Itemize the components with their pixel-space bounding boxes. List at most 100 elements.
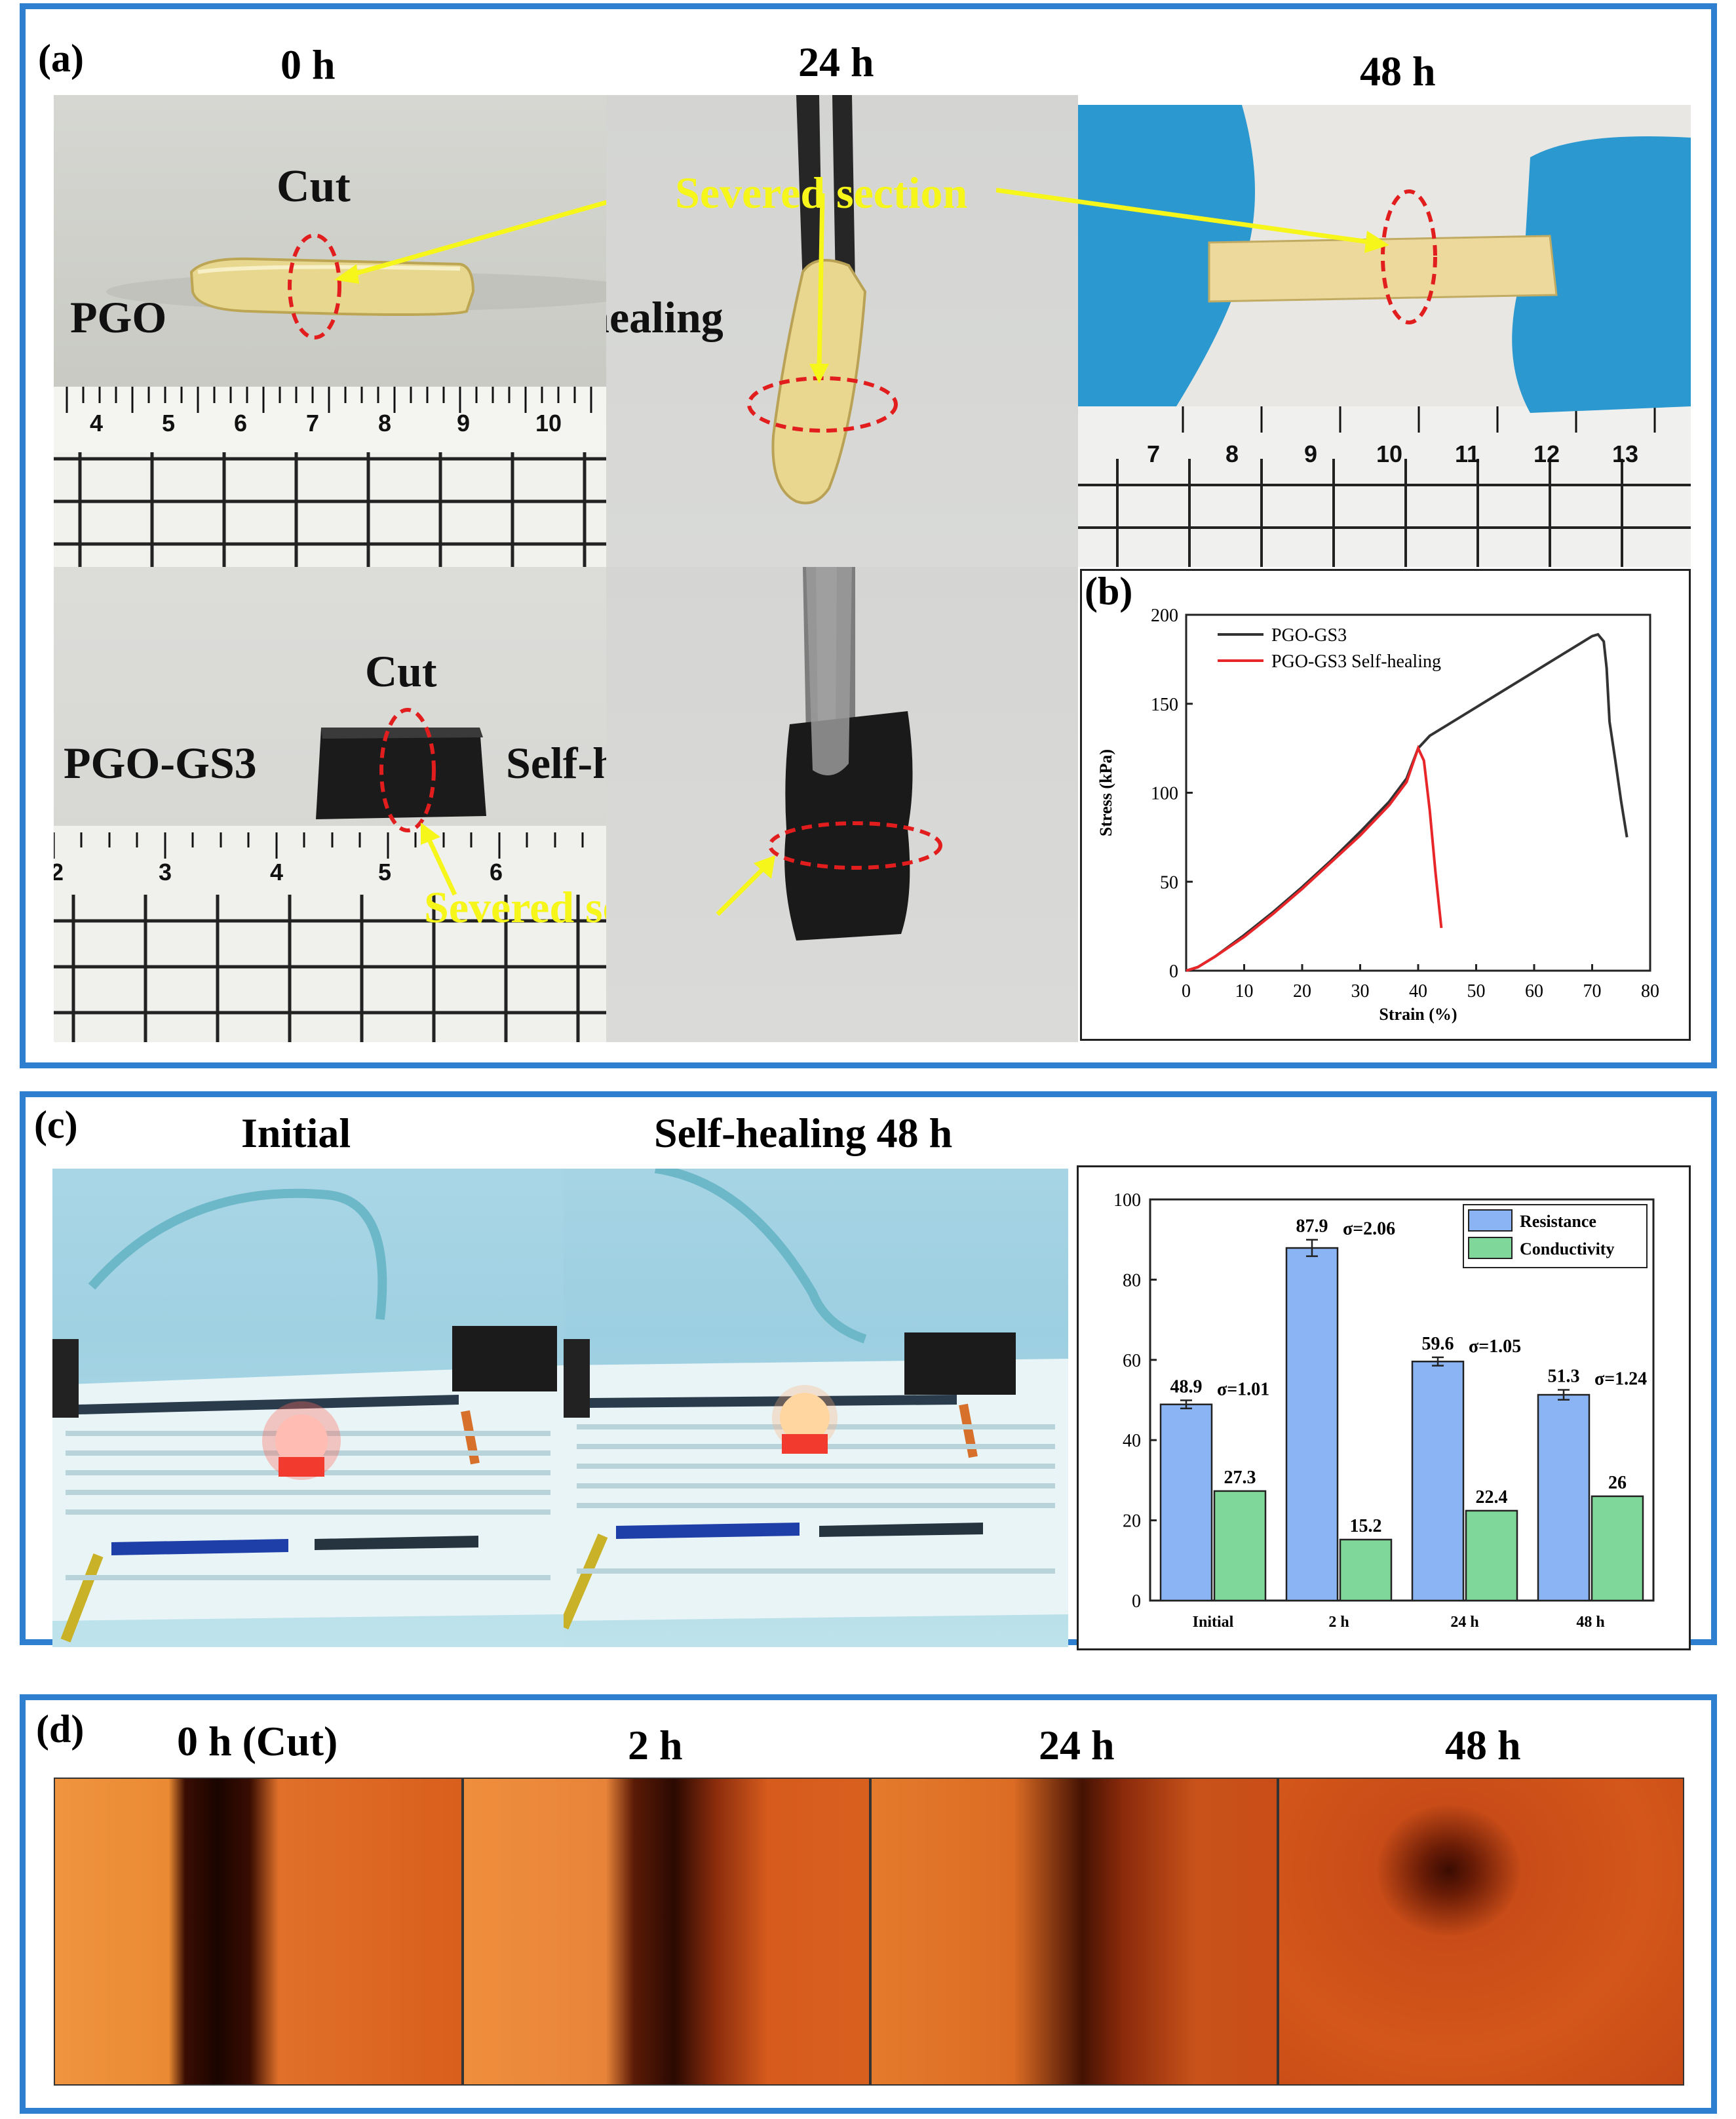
photo-led-initial <box>52 1169 564 1647</box>
probe-clip-48h <box>904 1332 1016 1395</box>
arrow-line-gs3-24h <box>716 866 765 916</box>
ruler-ticks-48h <box>1182 406 1656 433</box>
conductivity-value-label: 27.3 <box>1224 1468 1256 1488</box>
selfheal48-title: Self-healing 48 h <box>654 1110 953 1156</box>
y-tick-label: 40 <box>1123 1431 1141 1451</box>
severed-label-bottom: Severed section <box>424 882 606 932</box>
time-label-0h: 0 h <box>280 41 336 88</box>
category-label: 24 h <box>1450 1614 1478 1631</box>
glove-right <box>1512 136 1691 413</box>
bar-plot-frame <box>1149 1198 1655 1602</box>
y-tick-label: 20 <box>1123 1511 1141 1532</box>
grid-paper-gs3 <box>54 895 606 1042</box>
legend-label: PGO-GS3 Self-healing <box>1271 651 1441 672</box>
cut-label-top: Cut <box>277 161 351 212</box>
micrograph-2h <box>463 1778 870 2086</box>
ruler-ticks-gs3 <box>54 832 584 859</box>
chart-c-bars: 48.9 σ=1.01 27.3 87.9 σ=2.06 15.2 59.6 σ=1.05 22… <box>1159 1216 1647 1602</box>
x-tick-label: 70 <box>1583 981 1602 1001</box>
photo-led-48h <box>564 1169 1068 1647</box>
x-tick-label: 60 <box>1525 981 1543 1001</box>
severed-marker-ellipse-48h <box>1381 189 1437 324</box>
chart-b-series <box>1186 632 1629 972</box>
bar-conductivity <box>1591 1495 1644 1602</box>
bar-conductivity <box>1339 1538 1393 1602</box>
bar-resistance <box>1159 1403 1213 1602</box>
cut-label-bottom: Cut <box>365 646 437 696</box>
photo-pgo-48h-drawing <box>1078 105 1691 567</box>
photo-pgo-24h-drawing <box>747 95 898 505</box>
x-tick-label: 0 <box>1182 981 1191 1001</box>
pgo-label: PGO <box>70 292 167 342</box>
sigma-label: σ=1.05 <box>1469 1336 1521 1357</box>
photo-led-48h-drawing <box>564 1169 1068 1630</box>
photo-pgogs3-24h <box>606 567 1078 1042</box>
sigma-label: σ=1.24 <box>1594 1369 1647 1389</box>
photo-pgo-24h: Severed section Self-healing <box>606 95 1078 567</box>
legend-label: PGO-GS3 <box>1271 625 1347 646</box>
photo-pgo-0h-drawing <box>54 200 606 567</box>
bar-conductivity <box>1465 1509 1518 1602</box>
panel-a-label: (a) <box>38 37 84 80</box>
y-tick-label: 100 <box>1113 1190 1141 1211</box>
severed-marker-ellipse-gs3-24h <box>768 821 942 870</box>
panel-c-label: (c) <box>34 1103 78 1146</box>
time-label-48h: 48 h <box>1360 48 1436 94</box>
jumper-blue-48h <box>616 1523 800 1539</box>
tweezer-left <box>796 95 822 285</box>
selfheal-label-bottom: Self-healing <box>506 738 606 788</box>
chart-c-axes: 0 20 40 60 80 100 Initial 2 h 24 h 48 h <box>1113 1190 1655 1631</box>
pgo-sample <box>189 257 475 316</box>
photo-pgogs3-24h-drawing <box>716 567 942 941</box>
panel-d-label: (d) <box>36 1707 85 1751</box>
arrow-line-24h <box>817 193 825 370</box>
led-lit-48h <box>780 1393 830 1443</box>
wire-48h <box>655 1169 867 1344</box>
category-label: Initial <box>1193 1614 1234 1631</box>
series-line-pgo-gs3-self-healing <box>1186 745 1443 972</box>
y-tick-label: 0 <box>1169 962 1178 982</box>
micrograph-0h <box>54 1778 463 2086</box>
series-line-pgo-gs3 <box>1186 632 1629 972</box>
cut-marker-ellipse-gs3 <box>379 708 436 832</box>
x-tick-label: 30 <box>1351 981 1370 1001</box>
jumper-blue <box>111 1539 288 1555</box>
x-tick-label: 80 <box>1641 981 1659 1001</box>
conductivity-value-label: 22.4 <box>1476 1487 1508 1507</box>
resistance-value-label: 87.9 <box>1296 1216 1328 1236</box>
photo-pgo-48h: 7 8 9 10 11 12 13 <box>1078 105 1691 567</box>
legend-label: Conductivity <box>1520 1239 1614 1258</box>
wire <box>88 1188 387 1320</box>
micro-time-0: 0 h (Cut) <box>177 1718 338 1764</box>
x-tick-label: 40 <box>1409 981 1427 1001</box>
micrograph-24h <box>870 1778 1278 2086</box>
glove-left <box>1078 105 1255 406</box>
grid-paper-48h <box>1078 459 1691 567</box>
x-tick-label: 50 <box>1467 981 1486 1001</box>
photo-pgogs3-0h-drawing <box>54 708 606 1042</box>
y-tick-label: 100 <box>1151 784 1178 804</box>
bar-conductivity <box>1213 1490 1267 1602</box>
legend-swatch <box>1468 1237 1513 1259</box>
photo-led-initial-drawing <box>52 1188 564 1643</box>
cut-marker-ellipse <box>288 233 341 340</box>
resistance-value-label: 51.3 <box>1548 1366 1580 1386</box>
led-lit <box>275 1414 328 1467</box>
y-tick-label: 50 <box>1160 872 1178 893</box>
time-label-24h: 24 h <box>798 39 874 85</box>
y-tick-label: 60 <box>1123 1351 1141 1371</box>
chart-b-axes: 0 10 20 30 40 50 60 70 80 0 50 100 150 200 Strain (%) S… <box>1096 606 1659 1024</box>
bar-resistance <box>1285 1247 1339 1602</box>
micro-time-2: 24 h <box>1039 1722 1115 1768</box>
arrow-to-48h <box>996 187 1389 253</box>
bar-resistance <box>1411 1360 1465 1602</box>
y-tick-label: 150 <box>1151 695 1178 715</box>
conductivity-value-label: 15.2 <box>1350 1516 1382 1536</box>
legend-label: Resistance <box>1520 1212 1596 1231</box>
sigma-label: σ=1.01 <box>1217 1380 1269 1400</box>
y-axis-label: Stress (kPa) <box>1096 749 1115 836</box>
selfheal-label-top: Self-healing <box>606 292 723 342</box>
sigma-label: σ=2.06 <box>1343 1218 1395 1239</box>
category-label: 48 h <box>1576 1614 1604 1631</box>
arrow-line-gs3 <box>425 834 457 896</box>
